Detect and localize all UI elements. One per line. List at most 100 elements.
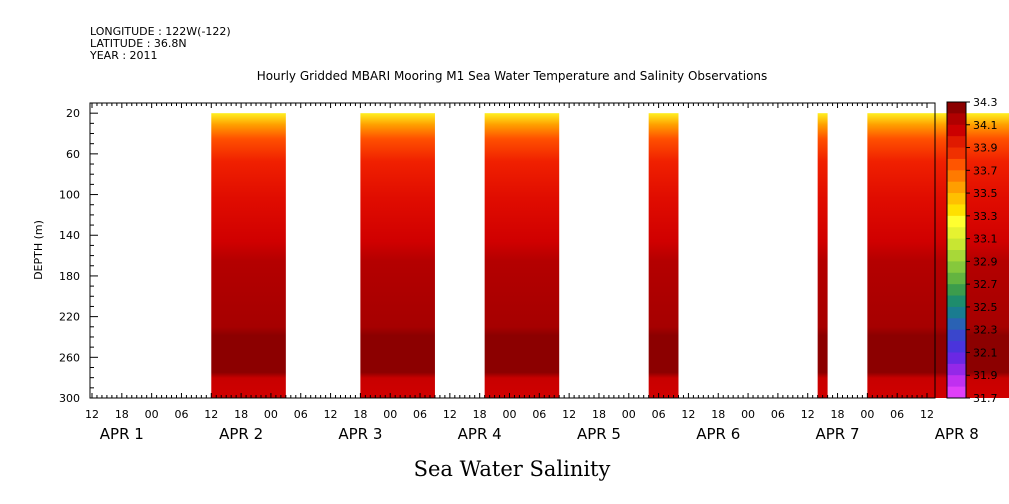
colorbar-label: 34.1 bbox=[973, 119, 998, 132]
colorbar-swatch bbox=[947, 136, 966, 149]
y-tick-label: 60 bbox=[66, 148, 80, 161]
x-tick-label: 18 bbox=[473, 408, 487, 421]
colorbar-swatch bbox=[947, 227, 966, 240]
x-tick-label: 06 bbox=[174, 408, 188, 421]
x-tick-label: 00 bbox=[503, 408, 517, 421]
x-tick-label: 00 bbox=[622, 408, 636, 421]
data-column bbox=[817, 113, 828, 398]
colorbar-label: 34.3 bbox=[973, 96, 998, 109]
x-tick-label: 06 bbox=[890, 408, 904, 421]
colorbar-label: 33.3 bbox=[973, 210, 998, 223]
x-tick-label: 18 bbox=[592, 408, 606, 421]
x-tick-label: 18 bbox=[234, 408, 248, 421]
colorbar-swatch bbox=[947, 193, 966, 205]
y-tick-label: 100 bbox=[59, 189, 80, 202]
colorbar-label: 32.3 bbox=[973, 324, 998, 337]
colorbar-label: 33.9 bbox=[973, 142, 998, 155]
x-day-label: APR 8 bbox=[935, 425, 979, 443]
x-tick-label: 06 bbox=[532, 408, 546, 421]
x-tick-label: 18 bbox=[831, 408, 845, 421]
x-day-label: APR 6 bbox=[696, 425, 740, 443]
x-tick-label: 18 bbox=[115, 408, 129, 421]
data-column bbox=[211, 113, 286, 398]
colorbar-label: 33.5 bbox=[973, 187, 998, 200]
colorbar-swatch bbox=[947, 261, 966, 274]
colorbar-swatch bbox=[947, 295, 966, 308]
colorbar-swatch bbox=[947, 341, 966, 353]
colorbar-border bbox=[946, 101, 967, 399]
x-tick-label: 18 bbox=[353, 408, 367, 421]
data-segments bbox=[211, 113, 1009, 398]
data-column bbox=[360, 113, 435, 398]
colorbar-label: 33.1 bbox=[973, 233, 998, 246]
colorbar-swatch bbox=[947, 306, 966, 319]
x-tick-label: 06 bbox=[413, 408, 427, 421]
colorbar-label: 33.7 bbox=[973, 164, 998, 177]
colorbar-swatch bbox=[947, 250, 966, 262]
latitude-label: LATITUDE : 36.8N bbox=[90, 37, 187, 50]
x-tick-label: 12 bbox=[562, 408, 576, 421]
colorbar-label: 32.5 bbox=[973, 301, 998, 314]
colorbar-swatch bbox=[947, 113, 966, 126]
y-tick-label: 220 bbox=[59, 311, 80, 324]
colorbar-swatch bbox=[947, 215, 966, 228]
x-tick-label: 06 bbox=[294, 408, 308, 421]
x-tick-label: 12 bbox=[204, 408, 218, 421]
colorbar-swatch bbox=[947, 352, 966, 365]
chart-title: Hourly Gridded MBARI Mooring M1 Sea Wate… bbox=[257, 69, 768, 83]
x-tick-label: 00 bbox=[741, 408, 755, 421]
year-label: YEAR : 2011 bbox=[90, 49, 158, 62]
colorbar-label: 31.7 bbox=[973, 392, 998, 405]
x-tick-label: 00 bbox=[860, 408, 874, 421]
x-day-label: APR 1 bbox=[100, 425, 144, 443]
colorbar-swatch bbox=[947, 363, 966, 376]
colorbar-swatch bbox=[947, 102, 966, 114]
colorbar-swatch bbox=[947, 284, 966, 297]
x-day-label: APR 5 bbox=[577, 425, 621, 443]
x-tick-label: 12 bbox=[443, 408, 457, 421]
y-axis-label: DEPTH (m) bbox=[32, 220, 45, 280]
y-tick-label: 300 bbox=[59, 392, 80, 405]
chart-subtitle: Sea Water Salinity bbox=[414, 457, 611, 481]
x-day-label: APR 4 bbox=[458, 425, 502, 443]
x-day-label: APR 2 bbox=[219, 425, 263, 443]
colorbar-swatch bbox=[947, 204, 966, 217]
colorbar-swatch bbox=[947, 272, 966, 285]
plot-border bbox=[89, 102, 936, 399]
data-column bbox=[648, 113, 679, 398]
x-tick-label: 06 bbox=[771, 408, 785, 421]
x-tick-label: 12 bbox=[920, 408, 934, 421]
colorbar-swatch bbox=[947, 147, 966, 160]
x-tick-label: 06 bbox=[652, 408, 666, 421]
colorbar-swatch bbox=[947, 181, 966, 194]
colorbar-swatch bbox=[947, 329, 966, 342]
y-axis: 20 60 100 140 180 220 260 300 bbox=[59, 102, 98, 405]
colorbar: 34.3 34.1 33.9 33.7 33.5 33.3 33.1 32.9 32.7 32.5… bbox=[946, 96, 998, 405]
x-tick-label: 18 bbox=[711, 408, 725, 421]
y-tick-label: 180 bbox=[59, 270, 80, 283]
x-day-label: APR 7 bbox=[816, 425, 860, 443]
y-tick-label: 20 bbox=[66, 107, 80, 120]
y-tick-label: 260 bbox=[59, 351, 80, 364]
x-tick-label: 00 bbox=[383, 408, 397, 421]
x-tick-label: 00 bbox=[264, 408, 278, 421]
data-column bbox=[484, 113, 560, 398]
data-column bbox=[867, 113, 1009, 398]
x-tick-label: 00 bbox=[145, 408, 159, 421]
colorbar-label: 31.9 bbox=[973, 369, 998, 382]
colorbar-label: 32.1 bbox=[973, 346, 998, 359]
colorbar-swatch bbox=[947, 124, 966, 137]
colorbar-swatch bbox=[947, 238, 966, 251]
x-tick-label: 12 bbox=[324, 408, 338, 421]
colorbar-swatch bbox=[947, 375, 966, 388]
colorbar-swatch bbox=[947, 386, 966, 399]
colorbar-swatch bbox=[947, 158, 966, 171]
colorbar-label: 32.9 bbox=[973, 255, 998, 268]
colorbar-swatch bbox=[947, 170, 966, 183]
x-tick-label: 12 bbox=[801, 408, 815, 421]
x-axis: 12 18 00 06 12 18 00 06 12 18 00 06 12 18 00 06 12 18 00 06… bbox=[85, 103, 979, 443]
longitude-label: LONGITUDE : 122W(-122) bbox=[90, 25, 231, 38]
x-tick-label: 12 bbox=[85, 408, 99, 421]
x-tick-label: 12 bbox=[681, 408, 695, 421]
